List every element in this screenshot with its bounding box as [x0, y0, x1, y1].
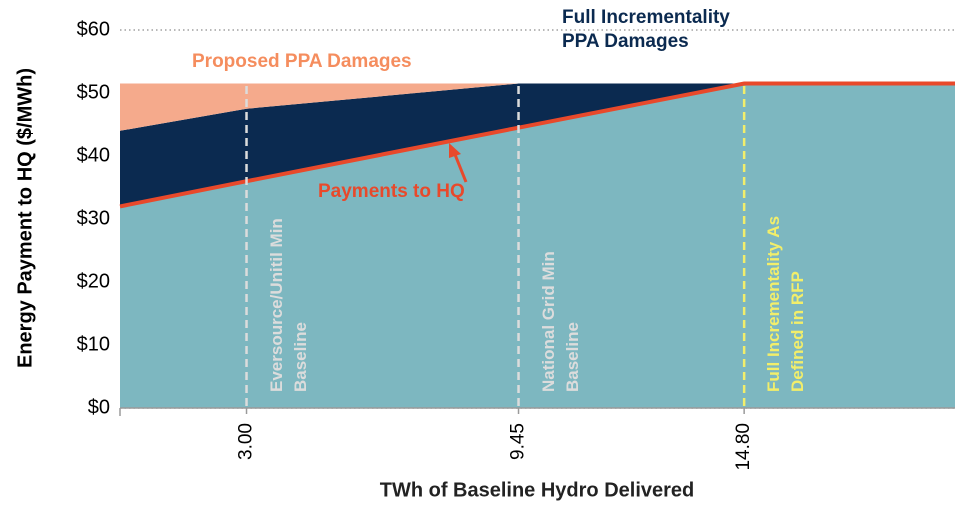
annotation-arrowhead	[449, 143, 461, 158]
x-axis-title: TWh of Baseline Hydro Delivered	[380, 479, 695, 501]
reference-label: Full Incrementality As Defined in RFP	[764, 215, 808, 392]
y-tick-label: $0	[88, 396, 110, 418]
y-axis-title: Energy Payment to HQ ($/MWh)	[14, 68, 36, 368]
area	[120, 83, 955, 409]
area	[120, 83, 955, 131]
series-label: Full Incrementality PPA Damages	[562, 7, 730, 52]
y-tick-label: $10	[77, 333, 110, 355]
annotation-arrow	[452, 151, 468, 183]
series-label: Proposed PPA Damages	[192, 51, 412, 72]
reference-label: Eversource/Unitil Min Baseline	[266, 218, 310, 392]
area	[120, 83, 955, 207]
y-tick-label: $50	[77, 81, 110, 103]
series-label: Payments to HQ	[318, 181, 465, 202]
x-tick-label: 9.45	[508, 423, 529, 460]
x-tick-label: 14.80	[733, 423, 754, 471]
y-tick-label: $30	[77, 207, 110, 229]
y-tick-label: $20	[77, 270, 110, 292]
x-tick-label: 3.00	[236, 423, 257, 460]
y-tick-label: $40	[77, 144, 110, 166]
reference-label: National Grid Min Baseline	[538, 251, 582, 392]
y-tick-label: $60	[77, 18, 110, 40]
